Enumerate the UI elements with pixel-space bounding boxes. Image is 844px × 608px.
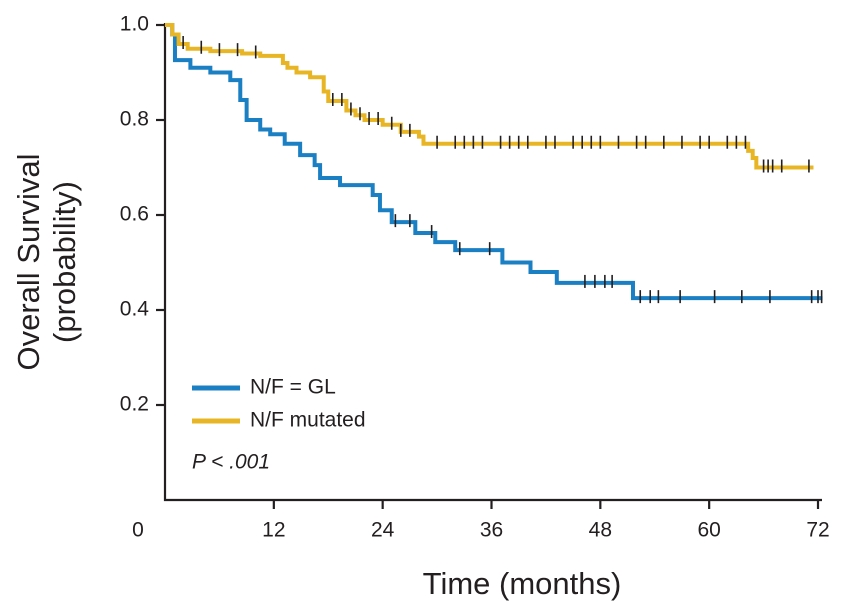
legend-label: N/F = GL (250, 376, 336, 399)
x-tick-label: 24 (371, 519, 395, 542)
y-tick-label: 1.0 (120, 13, 149, 36)
x-tick-label: 12 (262, 519, 285, 542)
y-axis-title-line: (probability) (47, 181, 82, 343)
x-axis-title: Time (months) (423, 566, 622, 601)
y-tick-label: 0.6 (120, 203, 149, 226)
y-tick-label: 0.4 (120, 298, 150, 321)
x-tick-label: 72 (806, 519, 829, 542)
x-tick-label: 48 (589, 519, 612, 542)
y-axis-title: Overall Survival (probability) (11, 153, 82, 370)
y-tick-label: 0.8 (120, 108, 149, 131)
survival-line (165, 23, 823, 301)
p-value: P < .001 (192, 451, 270, 474)
y-axis-title-line: Overall Survival (11, 153, 46, 370)
x-tick-label: 36 (480, 519, 503, 542)
y-tick-label: 0.2 (120, 393, 149, 416)
x-tick-label: 0 (132, 519, 144, 542)
axes (163, 23, 822, 502)
legend-label: N/F mutated (250, 409, 366, 432)
survival-line (165, 23, 814, 170)
x-tick-label: 60 (697, 519, 720, 542)
